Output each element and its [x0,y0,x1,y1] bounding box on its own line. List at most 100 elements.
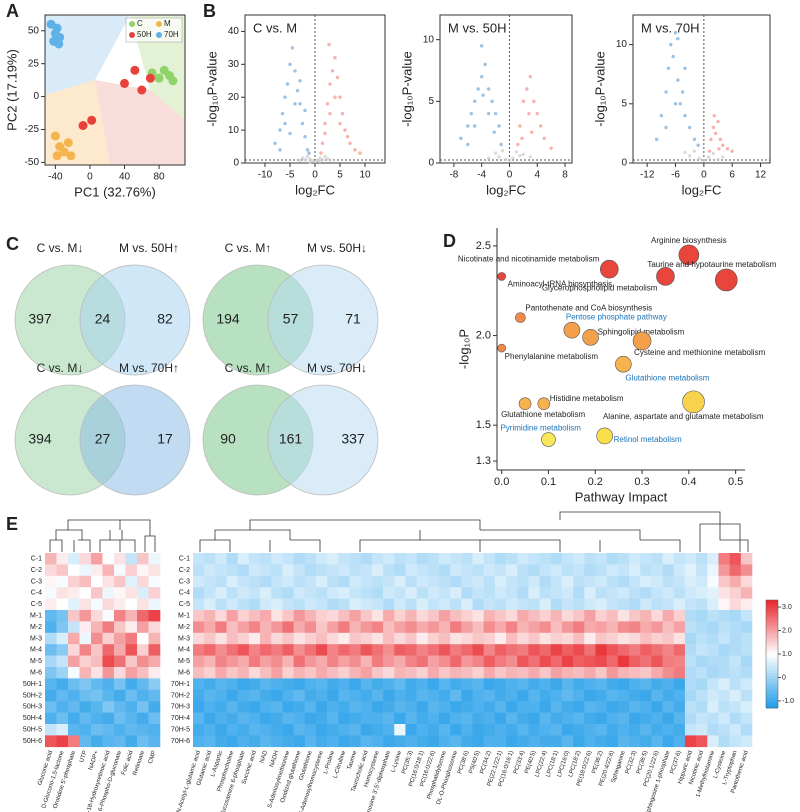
heat-cell [573,610,585,622]
heat-cell [45,632,57,645]
heat-cell [461,610,473,622]
heat-cell [79,712,92,725]
heat-cell [461,553,473,565]
heat-cell [595,689,607,702]
heat-cell [617,621,630,634]
heat-cell [651,644,663,656]
heat-cell [696,689,708,702]
heat-cell [539,735,552,748]
row-label: M-1 [30,613,42,620]
bubble [682,390,705,414]
heat-cell [304,735,317,748]
heat-cell [204,655,216,668]
heat-cell [550,610,563,622]
heat-cell [651,575,663,588]
point [298,79,302,83]
heat-cell [315,667,328,679]
heat-cell [45,724,57,736]
heat-cell [68,621,80,634]
point [490,99,494,104]
heat-cell [327,712,339,725]
x-axis-label: PC1 (32.76%) [74,184,156,199]
heat-cell [237,678,250,691]
heat-cell [360,610,373,622]
heat-cell [427,724,440,736]
heat-cell [102,689,115,702]
heat-cell [673,587,686,599]
heat-cell [193,701,205,713]
point [711,125,716,130]
heat-cell [539,644,552,656]
heat-cell [304,667,317,679]
heat-cell [137,701,149,713]
heat-cell [673,621,686,634]
x-axis-label: log₂FC [486,182,526,197]
point [718,137,723,142]
colorbar-step [766,694,778,698]
heat-cell [729,689,742,702]
heat-cell [506,724,518,736]
heat-cell [360,724,373,736]
x-tick-label: 80 [154,172,166,183]
heat-cell [215,632,227,645]
heat-cell [539,621,552,634]
heat-cell [550,621,563,634]
heat-cell [91,712,103,725]
heat-cell [573,712,585,725]
heat-cell [673,632,686,645]
heat-cell [606,598,619,611]
row-label: 70H-2 [171,692,190,699]
heat-cell [517,724,529,736]
heat-cell [539,667,552,679]
heat-cell [68,678,80,691]
heat-cell [327,632,339,645]
heat-cell [506,678,518,691]
row-label: C-2 [179,567,190,574]
legend-label: 70H [164,30,179,39]
row-label: 50H-5 [23,727,42,734]
heat-cell [450,735,462,748]
heat-cell [416,667,429,679]
heat-cell [56,564,69,577]
y-tick-label: 10 [228,125,240,136]
point [692,137,697,142]
heat-cell [260,689,272,702]
heat-cell [584,667,596,679]
x-axis-label: log₂FC [682,182,722,197]
heat-cell [315,553,328,565]
heat-cell [237,724,250,736]
heat-cell [360,689,373,702]
heat-cell [304,564,317,577]
heat-cell [629,712,641,725]
heat-cell [260,655,272,668]
heat-cell [193,655,205,668]
heat-cell [707,598,719,611]
heat-cell [718,564,730,577]
heat-cell [640,724,652,736]
heat-cell [327,678,339,691]
point [52,23,62,33]
heat-cell [573,678,585,691]
heat-cell [483,655,496,668]
point [673,102,678,106]
plot-title: M vs. 50H [448,20,507,35]
point [307,151,311,155]
heat-cell [573,598,585,611]
heat-cell [617,655,630,668]
heat-cell [248,667,261,679]
point [283,121,287,126]
heat-cell [68,689,80,702]
heat-cell [226,667,239,679]
heat-cell [405,735,417,748]
heat-cell [640,564,652,577]
heat-cell [137,689,149,702]
heat-cell [56,610,69,622]
heat-cell [360,678,373,691]
heat-cell [461,712,473,725]
point [288,131,292,136]
heat-cell [114,724,126,736]
venn-count: 394 [28,431,52,447]
heat-cell [248,655,261,668]
heat-cell [114,644,126,656]
heat-cell [528,701,540,713]
